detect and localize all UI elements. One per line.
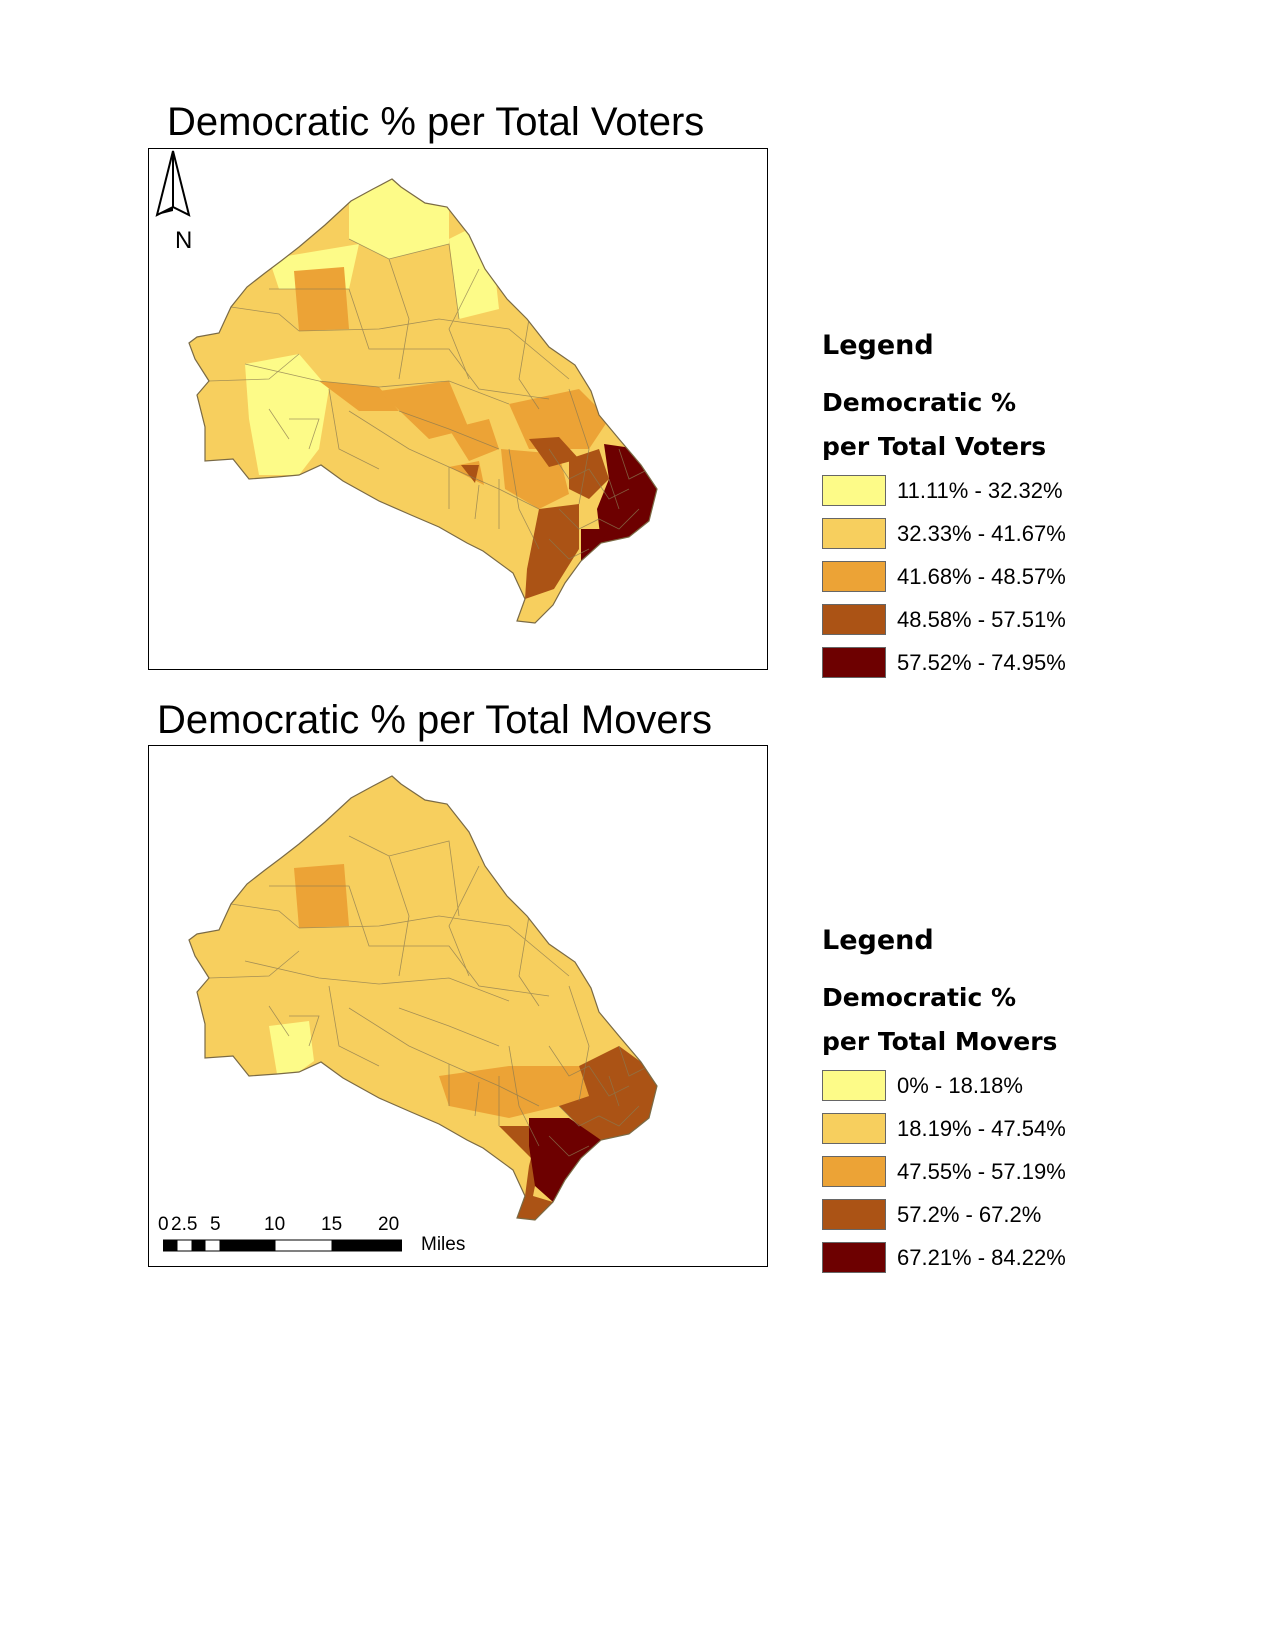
scale-tick-label: 10 xyxy=(264,1214,286,1235)
scale-tick-label: 5 xyxy=(210,1214,221,1235)
choropleth-movers xyxy=(188,775,658,1221)
legend-label: 41.68% - 48.57% xyxy=(897,563,1066,589)
legend-item: 41.68% - 48.57% xyxy=(822,555,1066,598)
legend-title: Legend xyxy=(822,330,934,361)
legend-swatch xyxy=(822,1242,886,1273)
legend-swatch xyxy=(822,475,886,506)
legend-item: 0% - 18.18% xyxy=(822,1064,1066,1107)
legend-swatch xyxy=(822,561,886,592)
choropleth-voters xyxy=(188,178,658,624)
legend-movers: Legend Democratic % per Total Movers 0% … xyxy=(822,925,1066,1279)
legend-subtitle: Democratic % xyxy=(822,388,1017,417)
scale-tick-label: 2.5 xyxy=(171,1214,198,1235)
legend-item: 57.52% - 74.95% xyxy=(822,641,1066,684)
legend-swatch xyxy=(822,1199,886,1230)
legend-subtitle: Democratic % xyxy=(822,983,1017,1012)
legend-label: 18.19% - 47.54% xyxy=(897,1115,1066,1141)
legend-swatch xyxy=(822,604,886,635)
map-title-movers: Democratic % per Total Movers xyxy=(157,698,712,742)
scale-tick-label: 15 xyxy=(321,1214,343,1235)
legend-label: 48.58% - 57.51% xyxy=(897,606,1066,632)
legend-voters: Legend Democratic % per Total Voters 11.… xyxy=(822,330,1066,684)
legend-item: 67.21% - 84.22% xyxy=(822,1236,1066,1279)
legend-item: 11.11% - 32.32% xyxy=(822,469,1066,512)
legend-swatch xyxy=(822,1156,886,1187)
legend-subtitle: per Total Voters xyxy=(822,432,1047,461)
legend-label: 32.33% - 41.67% xyxy=(897,520,1066,546)
legend-label: 11.11% - 32.32% xyxy=(897,477,1063,503)
legend-item: 18.19% - 47.54% xyxy=(822,1107,1066,1150)
legend-item: 32.33% - 41.67% xyxy=(822,512,1066,555)
north-arrow-icon xyxy=(155,150,191,217)
legend-swatch xyxy=(822,647,886,678)
scale-unit-label: Miles xyxy=(421,1234,466,1255)
map-frame-voters[interactable]: N xyxy=(148,148,768,670)
legend-swatch xyxy=(822,1113,886,1144)
legend-label: 67.21% - 84.22% xyxy=(897,1244,1066,1270)
scale-bar-graphic xyxy=(163,1239,402,1252)
scale-bar: 0 2.5 5 10 15 20 Miles xyxy=(158,1214,466,1255)
legend-item: 47.55% - 57.19% xyxy=(822,1150,1066,1193)
legend-label: 57.52% - 74.95% xyxy=(897,649,1066,675)
legend-swatch xyxy=(822,518,886,549)
legend-subtitle: per Total Movers xyxy=(822,1027,1058,1056)
scale-tick-label: 0 xyxy=(158,1214,169,1235)
legend-swatch xyxy=(822,1070,886,1101)
legend-label: 0% - 18.18% xyxy=(897,1072,1023,1098)
north-arrow-label: N xyxy=(175,227,193,254)
legend-label: 57.2% - 67.2% xyxy=(897,1201,1042,1227)
legend-label: 47.55% - 57.19% xyxy=(897,1158,1066,1184)
legend-item: 57.2% - 67.2% xyxy=(822,1193,1066,1236)
map-frame-movers[interactable]: 0 2.5 5 10 15 20 Miles xyxy=(148,745,768,1267)
legend-title: Legend xyxy=(822,925,934,956)
legend-item: 48.58% - 57.51% xyxy=(822,598,1066,641)
map-title-voters: Democratic % per Total Voters xyxy=(167,100,705,144)
scale-tick-label: 20 xyxy=(378,1214,400,1235)
